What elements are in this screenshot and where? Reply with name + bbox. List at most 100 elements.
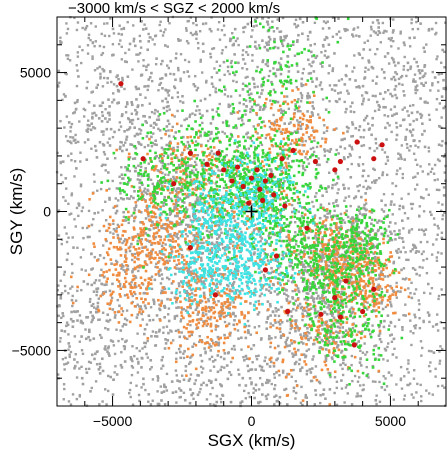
data-point — [417, 214, 421, 217]
data-point — [412, 119, 415, 123]
data-point — [186, 355, 189, 359]
data-point — [121, 78, 124, 82]
data-point — [184, 196, 188, 199]
data-point — [185, 40, 189, 43]
data-point — [86, 52, 90, 55]
data-point — [166, 297, 169, 301]
data-point — [117, 225, 121, 228]
data-point — [193, 160, 197, 164]
data-point — [336, 325, 340, 329]
data-point — [337, 152, 340, 155]
data-point — [94, 310, 98, 314]
data-point — [252, 391, 255, 395]
data-point — [157, 376, 160, 380]
data-point — [384, 349, 388, 352]
data-point — [243, 316, 246, 320]
data-point — [217, 337, 221, 341]
data-point — [108, 196, 111, 200]
data-point — [346, 340, 350, 344]
data-point — [332, 202, 335, 205]
data-point — [422, 291, 426, 295]
data-point — [315, 145, 319, 149]
data-point — [139, 93, 142, 96]
data-point — [225, 324, 229, 327]
data-point — [160, 224, 163, 228]
data-point — [349, 311, 353, 314]
data-point — [156, 266, 159, 269]
data-point — [176, 379, 179, 382]
data-point — [283, 292, 286, 295]
data-point — [70, 310, 73, 314]
data-point — [321, 245, 325, 248]
data-point — [393, 203, 396, 206]
data-point — [404, 135, 408, 139]
data-point — [285, 338, 288, 342]
data-point — [220, 400, 223, 404]
data-point — [123, 360, 127, 363]
data-point — [177, 166, 180, 169]
data-point — [440, 95, 444, 98]
data-point — [189, 241, 193, 244]
data-point — [276, 357, 279, 360]
data-point — [375, 75, 379, 78]
data-point — [124, 280, 128, 283]
data-point — [210, 247, 214, 250]
data-point — [416, 65, 420, 68]
data-point — [344, 28, 348, 31]
data-point — [398, 167, 402, 170]
data-point — [374, 398, 378, 402]
data-point — [317, 263, 321, 267]
data-point — [350, 306, 354, 310]
data-point — [280, 111, 283, 114]
data-point — [121, 76, 124, 80]
data-point — [88, 330, 91, 334]
data-point — [199, 134, 202, 138]
data-point — [178, 380, 182, 383]
data-point — [306, 94, 309, 98]
data-point — [381, 21, 385, 25]
data-point — [66, 139, 69, 143]
data-point — [160, 273, 164, 276]
data-point — [277, 308, 280, 312]
data-point — [351, 379, 354, 383]
data-point — [139, 231, 143, 234]
data-point — [324, 348, 328, 351]
data-point — [171, 245, 174, 249]
data-point — [442, 327, 446, 330]
data-point — [382, 237, 385, 241]
data-point — [174, 240, 178, 243]
data-point — [119, 197, 123, 200]
data-point — [159, 81, 163, 85]
data-point — [120, 366, 124, 369]
data-point — [174, 300, 178, 304]
data-point — [88, 235, 91, 239]
data-point — [162, 148, 166, 151]
data-point — [418, 71, 422, 75]
data-point — [209, 315, 213, 319]
data-point — [216, 293, 220, 297]
data-point — [243, 325, 246, 329]
data-point — [372, 252, 376, 255]
data-point — [99, 77, 102, 80]
data-point — [133, 260, 136, 264]
data-point — [277, 314, 281, 318]
data-point — [140, 366, 143, 369]
data-point — [278, 374, 281, 377]
data-point — [315, 54, 319, 58]
data-point — [60, 292, 64, 295]
data-point — [66, 361, 70, 364]
data-point — [401, 277, 405, 281]
data-point — [304, 245, 308, 249]
data-point — [178, 387, 181, 390]
data-point — [120, 263, 124, 266]
data-point — [413, 292, 416, 295]
data-point — [96, 287, 100, 290]
data-point — [432, 172, 436, 175]
data-point — [294, 397, 297, 400]
data-point — [350, 162, 353, 166]
data-point — [108, 354, 111, 357]
data-point — [408, 36, 412, 40]
data-point — [103, 153, 107, 156]
data-point — [327, 239, 331, 242]
data-point — [89, 22, 93, 25]
